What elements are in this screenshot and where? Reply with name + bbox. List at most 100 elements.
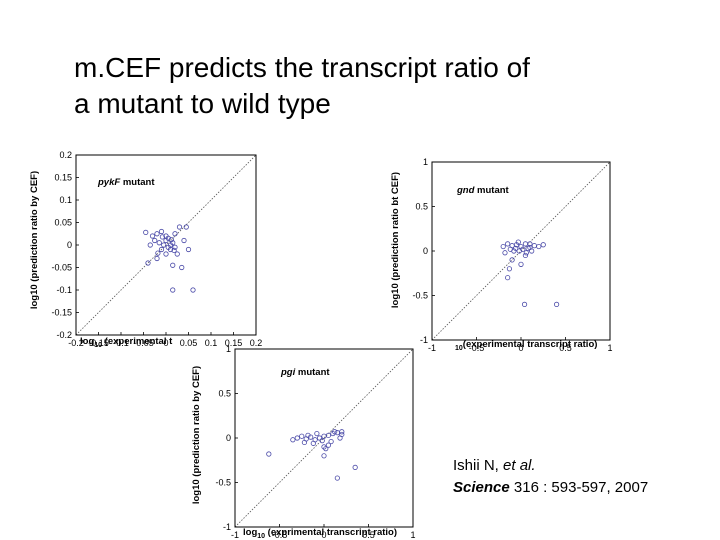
pykf-data-point [163,251,169,257]
gnd-scatter-plot: -1 -0.5 0 0.5 1 1 0.5 0 -0.5 -1 gnd mutant 10(exp… [390,157,613,353]
gnd-y-axis-label: log10 (prediction ratio bt CEF) [390,172,401,308]
pykf-annotation: pykF mutant [97,177,155,188]
pgi-data-point [301,439,308,446]
pykf-annotation-gene: pykF [97,177,120,188]
pykf-y-tick-label: 0.15 [54,173,72,183]
pgi-data-point [332,429,338,435]
pykf-y-tick-label: 0.1 [59,195,72,205]
gnd-y-tick-label: 0.5 [415,202,428,212]
pykf-data-point [154,255,160,262]
pykf-y-tick-label: 0.2 [59,150,72,160]
pykf-x-tick-label: -0.05 [133,338,154,348]
pgi-data-point [299,433,305,439]
gnd-y-tick-label: 1 [423,157,428,167]
gnd-data-point [516,248,522,254]
gnd-x-tick-label: -1 [428,343,436,353]
gnd-x-axis-label: 10(experimental transcript ratio) [455,339,597,352]
gnd-data-point [529,248,535,254]
pgi-data-point [323,446,329,452]
pykf-data-point [163,233,169,239]
pgi-x-tick-label: 1 [410,530,415,540]
pykf-data-point [174,251,180,257]
pgi-data-point [334,430,340,436]
pykf-data-point [170,240,176,246]
citation-etal: et al. [503,457,536,474]
citation-details: 316 : 593-597, 2007 [513,479,649,496]
slide-title: m.CEF predicts the transcript ratio of a… [74,50,694,122]
citation-journal-line: Science 316 : 593-597, 2007 [453,477,648,499]
gnd-data-point [554,301,560,307]
pykf-data-point [143,229,149,236]
pykf-y-tick-label: 0 [67,240,72,250]
pykf-points [143,224,196,293]
pykf-x-tick-label: -0.2 [68,338,84,348]
pgi-y-tick-label: 0.5 [218,389,231,399]
pgi-x-tick-label: 0.5 [362,530,375,540]
citation: Ishii N, et al. Science 316 : 593-597, 2… [453,455,648,499]
gnd-annotation: gnd mutant [456,185,510,196]
pgi-y-tick-label: -1 [223,522,231,532]
pykf-data-point [147,242,153,248]
gnd-ticks: -1 -0.5 0 0.5 1 1 0.5 0 -0.5 -1 [412,157,612,353]
pykf-x-tick-label: 0.15 [225,338,243,348]
pykf-data-point [183,224,189,230]
pykf-x-tick-label: -0.15 [88,338,109,348]
pgi-data-point [319,438,325,444]
pykf-y-tick-label: -0.1 [56,285,72,295]
pgi-data-point [294,435,300,441]
pgi-ticks: -1 -0.5 0 0.5 1 1 0.5 0 -0.5 -1 [215,344,415,540]
pgi-data-point [305,432,311,438]
pgi-y-tick-label: -0.5 [215,478,231,488]
pykf-data-point [161,242,167,248]
pgi-x-axis-label: log10 (exprimental transcript ratio) [243,527,397,540]
gnd-data-point [536,243,542,250]
pykf-data-point [154,231,160,237]
pgi-data-point [339,429,345,435]
pykf-ticks: -0.2 -0.15 -0.1 -0.05 0 0.05 0.1 0.15 0.2 0.2 0.15… [51,150,262,348]
citation-authors: Ishii N, [453,457,499,474]
pgi-data-point [266,451,272,457]
pykf-x-tick-label: -0.1 [113,338,129,348]
pykf-y-axis-label: log10 (prediction ratio by CEF) [29,171,40,309]
pykf-y-tick-label: -0.15 [51,308,72,318]
pykf-scatter-plot: -0.2 -0.15 -0.1 -0.05 0 0.05 0.1 0.15 0.2 0.2 0.15… [29,150,262,349]
pgi-points [266,429,358,481]
pgi-annotation: pgi mutant [280,367,330,378]
gnd-data-point [515,239,521,245]
citation-journal: Science [453,479,510,496]
pykf-y-tick-label: 0.05 [54,218,72,228]
gnd-y-tick-label: -0.5 [412,291,428,301]
pgi-data-point [325,442,332,448]
gnd-x-tick-label: 1 [607,343,612,353]
gnd-data-point [525,245,531,251]
gnd-data-point [500,243,506,250]
gnd-annotation-gene: gnd [456,185,475,196]
gnd-data-point [505,241,511,247]
pykf-data-point [185,246,192,253]
slide-title-line-2: a mutant to wild type [74,88,331,119]
pgi-data-point [352,464,358,470]
pgi-data-point [316,435,323,441]
pykf-data-point [168,237,174,243]
gnd-data-point [522,241,529,247]
gnd-data-point [502,250,508,256]
pgi-scatter-plot: -1 -0.5 0 0.5 1 1 0.5 0 -0.5 -1 pgi mutant log10 … [191,344,416,540]
pgi-x-tick-label: 0 [321,530,326,540]
gnd-data-point [518,261,524,267]
gnd-x-tick-label: 0 [518,343,523,353]
pykf-data-point [152,237,158,244]
pykf-data-point [155,250,161,256]
pgi-x-tick-label: -1 [231,530,239,540]
pykf-data-point [145,260,151,266]
pgi-annotation-rest: mutant [295,367,330,378]
pykf-data-point [170,262,176,268]
gnd-data-point [509,257,515,263]
gnd-points [500,239,560,307]
pgi-data-point [328,438,334,445]
pykf-data-point [158,228,165,235]
pykf-data-point [172,244,178,250]
pykf-annotation-rest: mutant [120,177,155,188]
gnd-data-point [523,250,529,256]
pykf-x-tick-label: 0.1 [205,338,218,348]
citation-authors-line: Ishii N, et al. [453,455,648,477]
